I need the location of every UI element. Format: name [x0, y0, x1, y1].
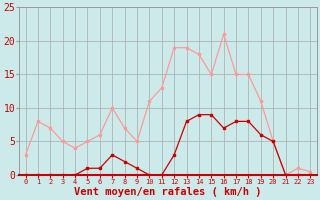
X-axis label: Vent moyen/en rafales ( km/h ): Vent moyen/en rafales ( km/h ) — [74, 187, 262, 197]
